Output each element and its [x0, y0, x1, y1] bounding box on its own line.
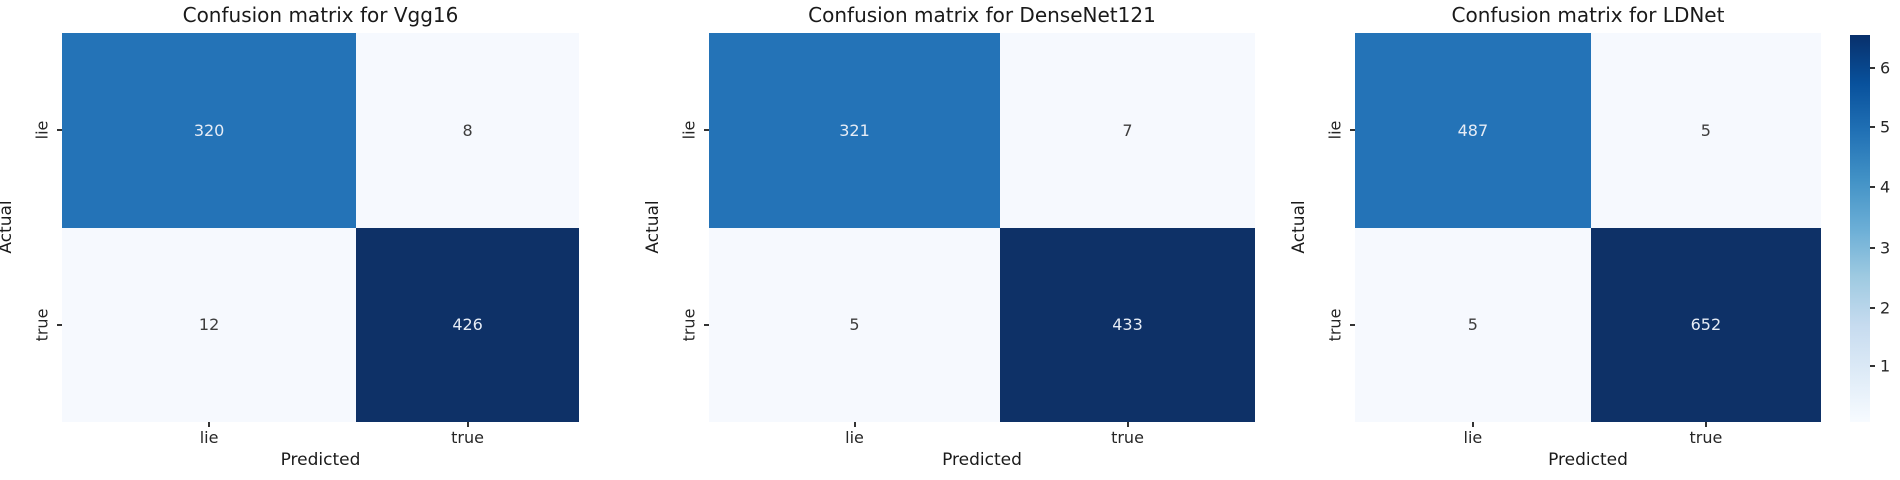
y-tick-mark — [1350, 324, 1355, 326]
cell-actual-lie-pred-lie: 321 — [709, 33, 1001, 228]
cell-actual-true-pred-true: 433 — [1000, 227, 1255, 422]
cell-actual-true-pred-lie: 5 — [1355, 227, 1591, 422]
y-tick-label-lie: lie — [1325, 120, 1345, 140]
colorbar-tick-mark — [1870, 246, 1875, 249]
y-tick-label-true: true — [679, 308, 699, 342]
x-tick-mark — [1126, 422, 1129, 427]
x-tick-mark — [1471, 422, 1474, 427]
heatmap-ldnet: 487 5 5 652 — [1355, 33, 1821, 422]
panel-ldnet: Confusion matrix for LDNet Actual lie tr… — [1289, 0, 1821, 480]
x-tick-label-true: true — [1111, 428, 1144, 447]
x-tick-label-true: true — [451, 428, 484, 447]
colorbar-tick-mark — [1870, 66, 1875, 69]
y-axis-label: Actual — [1289, 200, 1309, 254]
cell-actual-lie-pred-lie: 320 — [62, 33, 357, 228]
y-tick-mark — [704, 129, 709, 131]
x-tick-mark — [1704, 422, 1707, 427]
x-tick-label-lie: lie — [1463, 428, 1483, 447]
y-tick-label-true: true — [1325, 308, 1345, 342]
y-axis-label: Actual — [0, 200, 16, 254]
colorbar-tick-mark — [1870, 186, 1875, 189]
colorbar-gradient — [1850, 35, 1870, 422]
cell-actual-lie-pred-true: 7 — [1000, 33, 1255, 228]
cell-actual-lie-pred-true: 8 — [356, 33, 579, 228]
cell-actual-lie-pred-lie: 487 — [1355, 33, 1591, 228]
cell-actual-true-pred-lie: 12 — [62, 227, 357, 422]
x-tick-mark — [853, 422, 856, 427]
chart-title: Confusion matrix for DenseNet121 — [808, 3, 1156, 27]
x-tick-label-lie: lie — [199, 428, 219, 447]
colorbar-tick-mark — [1870, 306, 1875, 309]
cell-actual-true-pred-lie: 5 — [709, 227, 1001, 422]
colorbar-tick-mark — [1870, 126, 1875, 129]
x-tick-label-true: true — [1689, 428, 1723, 447]
cell-actual-true-pred-true: 652 — [1590, 227, 1821, 422]
cell-actual-true-pred-true: 426 — [356, 227, 579, 422]
y-tick-mark — [704, 324, 709, 326]
colorbar-tick-mark — [1870, 364, 1875, 367]
colorbar-tick-label: 3 — [1880, 238, 1891, 258]
x-axis-label: Predicted — [942, 450, 1022, 470]
x-axis-label: Predicted — [280, 450, 361, 470]
y-tick-label-lie: lie — [679, 120, 699, 140]
colorbar-tick-label: 2 — [1880, 298, 1891, 318]
y-tick-mark — [1350, 129, 1355, 131]
x-tick-mark — [208, 422, 211, 427]
x-tick-mark — [466, 422, 469, 427]
colorbar: 6 5 4 3 2 1 — [1850, 35, 1900, 422]
cell-actual-lie-pred-true: 5 — [1590, 33, 1821, 228]
colorbar-tick-label: 1 — [1880, 356, 1891, 376]
panel-densenet121: Confusion matrix for DenseNet121 Actual … — [643, 0, 1255, 480]
colorbar-tick-label: 6 — [1880, 58, 1891, 78]
y-tick-label-lie: lie — [32, 120, 52, 140]
colorbar-tick-label: 5 — [1880, 117, 1891, 137]
panel-vgg16: Confusion matrix for Vgg16 Actual lie tr… — [0, 0, 579, 480]
x-tick-label-lie: lie — [845, 428, 864, 447]
heatmap-densenet121: 321 7 5 433 — [709, 33, 1255, 422]
chart-title: Confusion matrix for LDNet — [1451, 3, 1725, 27]
colorbar-tick-label: 4 — [1880, 177, 1891, 197]
y-tick-mark — [57, 129, 62, 131]
y-axis-label: Actual — [643, 200, 663, 254]
heatmap-vgg16: 320 8 12 426 — [62, 33, 579, 422]
chart-title: Confusion matrix for Vgg16 — [182, 3, 459, 27]
y-tick-mark — [57, 324, 62, 326]
y-tick-label-true: true — [32, 308, 52, 342]
x-axis-label: Predicted — [1548, 450, 1628, 470]
